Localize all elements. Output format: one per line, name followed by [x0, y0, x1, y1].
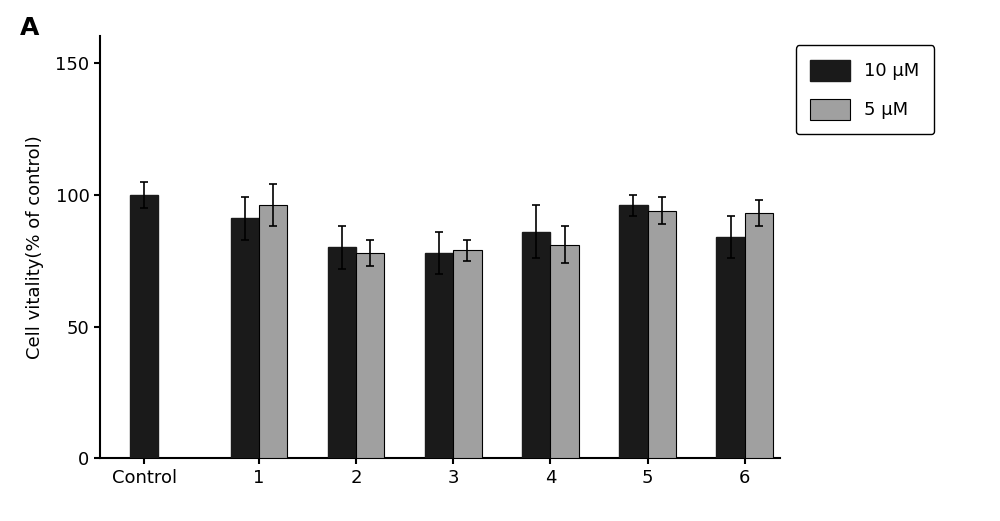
- Bar: [130, 195, 158, 458]
- Bar: [619, 205, 648, 458]
- Bar: [328, 247, 356, 458]
- Bar: [231, 218, 259, 458]
- Bar: [522, 232, 550, 458]
- Bar: [550, 245, 579, 458]
- Y-axis label: Cell vitality(% of control): Cell vitality(% of control): [26, 135, 44, 359]
- Bar: [259, 205, 287, 458]
- Bar: [716, 237, 745, 458]
- Bar: [453, 250, 482, 458]
- Legend: 10 μM, 5 μM: 10 μM, 5 μM: [796, 45, 934, 134]
- Bar: [356, 253, 384, 458]
- Text: A: A: [20, 16, 39, 40]
- Bar: [648, 210, 676, 458]
- Bar: [425, 253, 453, 458]
- Bar: [745, 213, 773, 458]
